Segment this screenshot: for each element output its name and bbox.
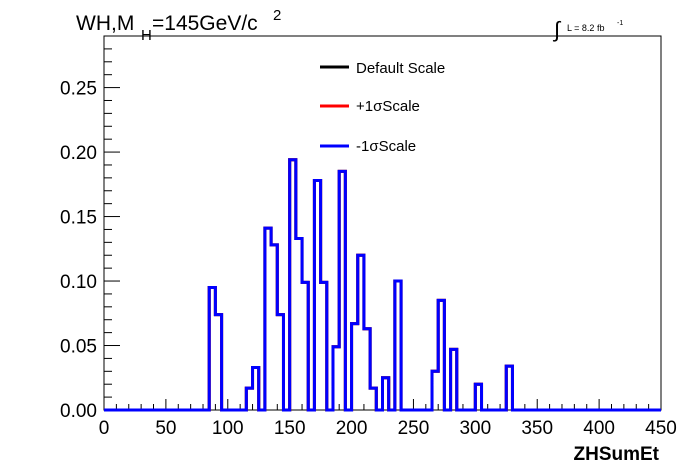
- chart-title-superscript: 2: [273, 7, 281, 24]
- x-tick-label: 50: [155, 418, 176, 439]
- plot-frame: [103, 35, 662, 411]
- y-axis: 0.00 0.05 0.10 0.15 0.20 0.25: [60, 35, 120, 422]
- x-tick-label: 100: [212, 418, 244, 439]
- legend-label-minus1sigma: -1σScale: [356, 138, 416, 155]
- x-tick-label: 250: [398, 418, 430, 439]
- y-tick-label: 0.05: [60, 337, 97, 358]
- series-layer: [104, 158, 661, 412]
- legend: Default Scale +1σScale -1σScale: [320, 60, 445, 155]
- y-tick-label: 0.10: [60, 272, 97, 293]
- y-tick-label: 0.25: [60, 79, 97, 100]
- series-line-2: [104, 158, 661, 412]
- y-tick-label: 0.15: [60, 208, 97, 229]
- series-line-1: [104, 158, 661, 412]
- x-axis-label: ZHSumEt: [574, 444, 660, 465]
- luminosity-label: L = 8.2 fb: [567, 23, 604, 33]
- x-tick-label: 400: [583, 418, 615, 439]
- legend-label-default: Default Scale: [356, 60, 445, 77]
- chart-title-subscript: H: [141, 27, 152, 44]
- x-tick-label: 450: [645, 418, 677, 439]
- y-tick-label: 0.00: [60, 401, 97, 422]
- luminosity-exponent: -1: [617, 20, 623, 27]
- x-tick-label: 200: [336, 418, 368, 439]
- legend-label-plus1sigma: +1σScale: [356, 98, 420, 115]
- series-line-0: [104, 158, 661, 412]
- y-tick-label: 0.20: [60, 143, 97, 164]
- x-tick-label: 350: [521, 418, 553, 439]
- chart-title-rest: =145GeV/c: [152, 12, 258, 35]
- x-tick-label: 150: [274, 418, 306, 439]
- x-tick-label: 300: [459, 418, 491, 439]
- x-tick-label: 0: [99, 418, 110, 439]
- chart-title: WH,M: [76, 12, 134, 35]
- integral-sign: ∫: [552, 17, 562, 42]
